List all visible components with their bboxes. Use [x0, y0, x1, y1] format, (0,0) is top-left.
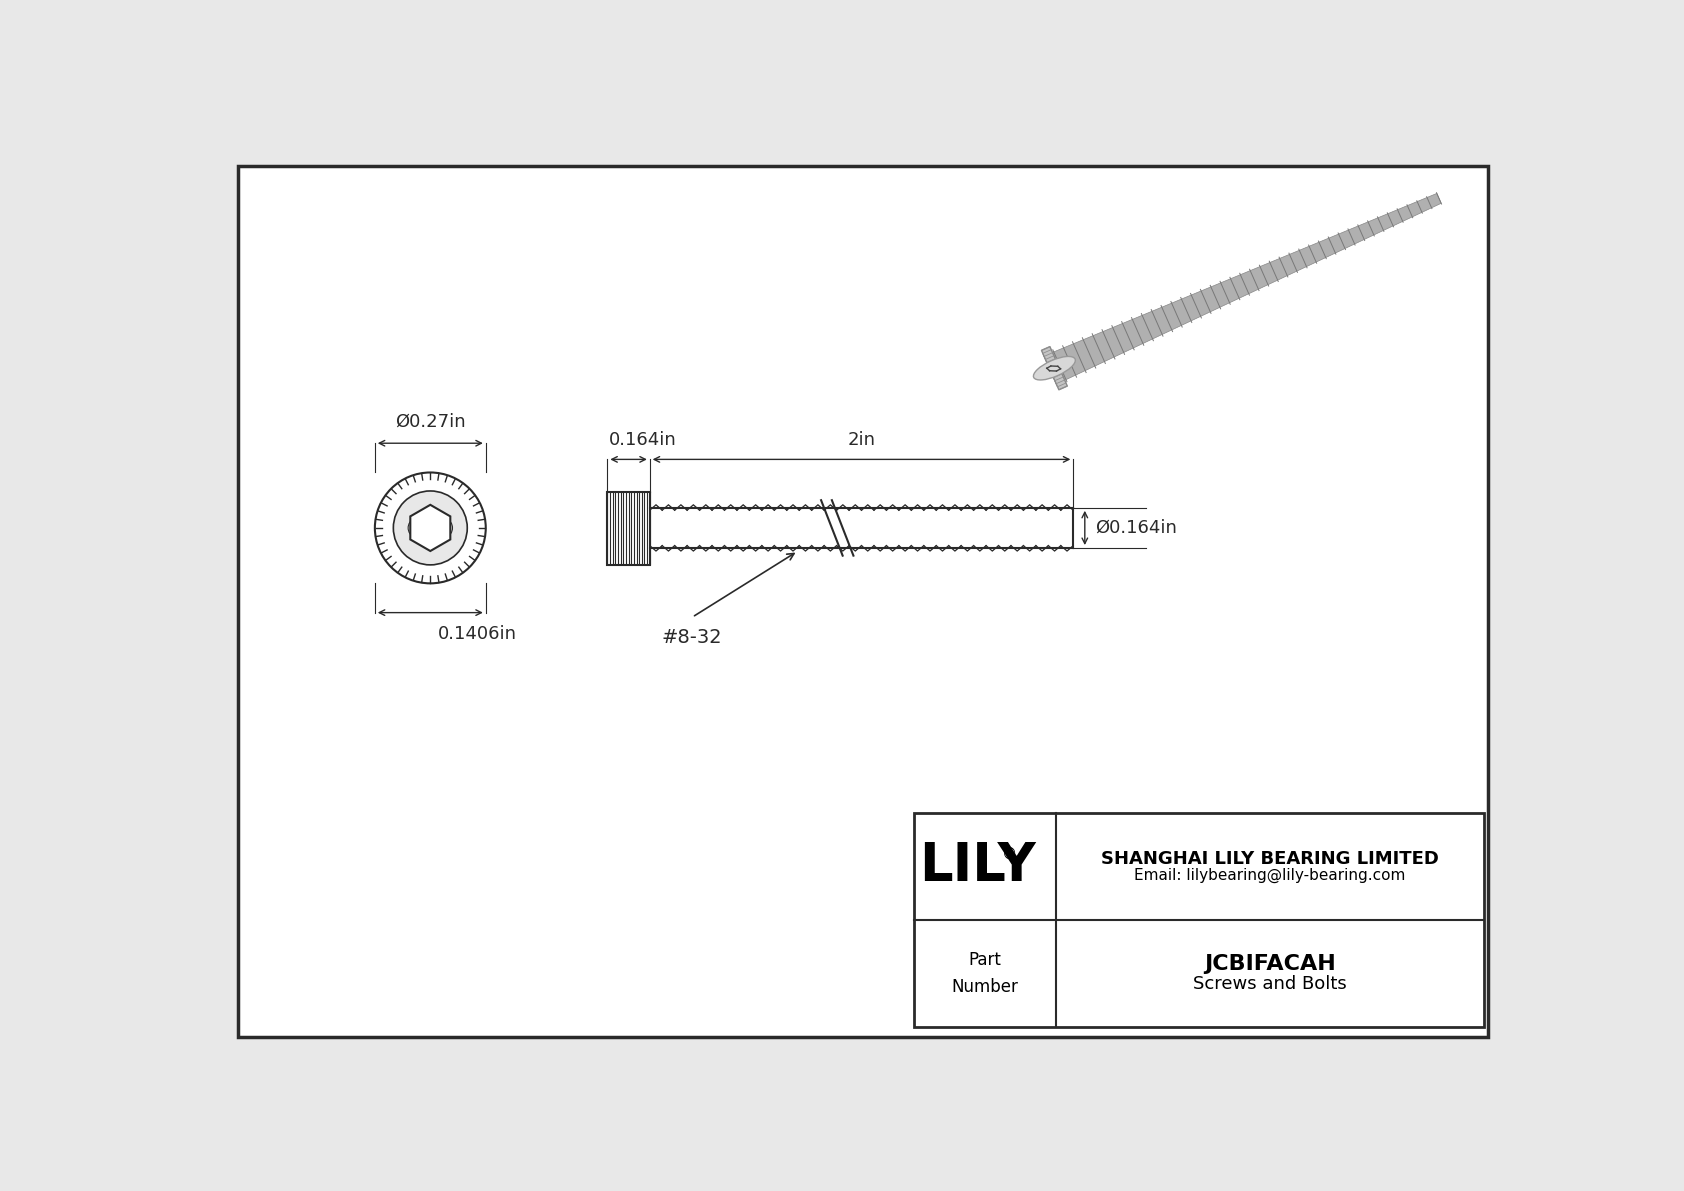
- Text: Ø0.27in: Ø0.27in: [396, 413, 465, 431]
- Text: ®: ®: [1002, 847, 1017, 862]
- Text: JCBIFACAH: JCBIFACAH: [1204, 954, 1335, 974]
- Text: 2in: 2in: [847, 431, 876, 449]
- Text: Screws and Bolts: Screws and Bolts: [1194, 975, 1347, 993]
- Text: Part
Number: Part Number: [951, 952, 1019, 996]
- Text: 0.164in: 0.164in: [610, 431, 677, 449]
- Polygon shape: [1041, 347, 1068, 389]
- Text: Email: lilybearing@lily-bearing.com: Email: lilybearing@lily-bearing.com: [1135, 868, 1406, 884]
- Polygon shape: [411, 505, 450, 551]
- Text: LILY: LILY: [919, 841, 1036, 892]
- Text: 0.1406in: 0.1406in: [438, 625, 517, 643]
- Circle shape: [376, 473, 485, 584]
- Text: Ø0.164in: Ø0.164in: [1096, 519, 1177, 537]
- Circle shape: [394, 491, 466, 565]
- Text: SHANGHAI LILY BEARING LIMITED: SHANGHAI LILY BEARING LIMITED: [1101, 849, 1438, 867]
- Bar: [608, 492, 650, 565]
- Text: #8-32: #8-32: [662, 628, 722, 647]
- Bar: [914, 812, 1484, 1027]
- Ellipse shape: [1034, 356, 1076, 380]
- Polygon shape: [1044, 193, 1442, 385]
